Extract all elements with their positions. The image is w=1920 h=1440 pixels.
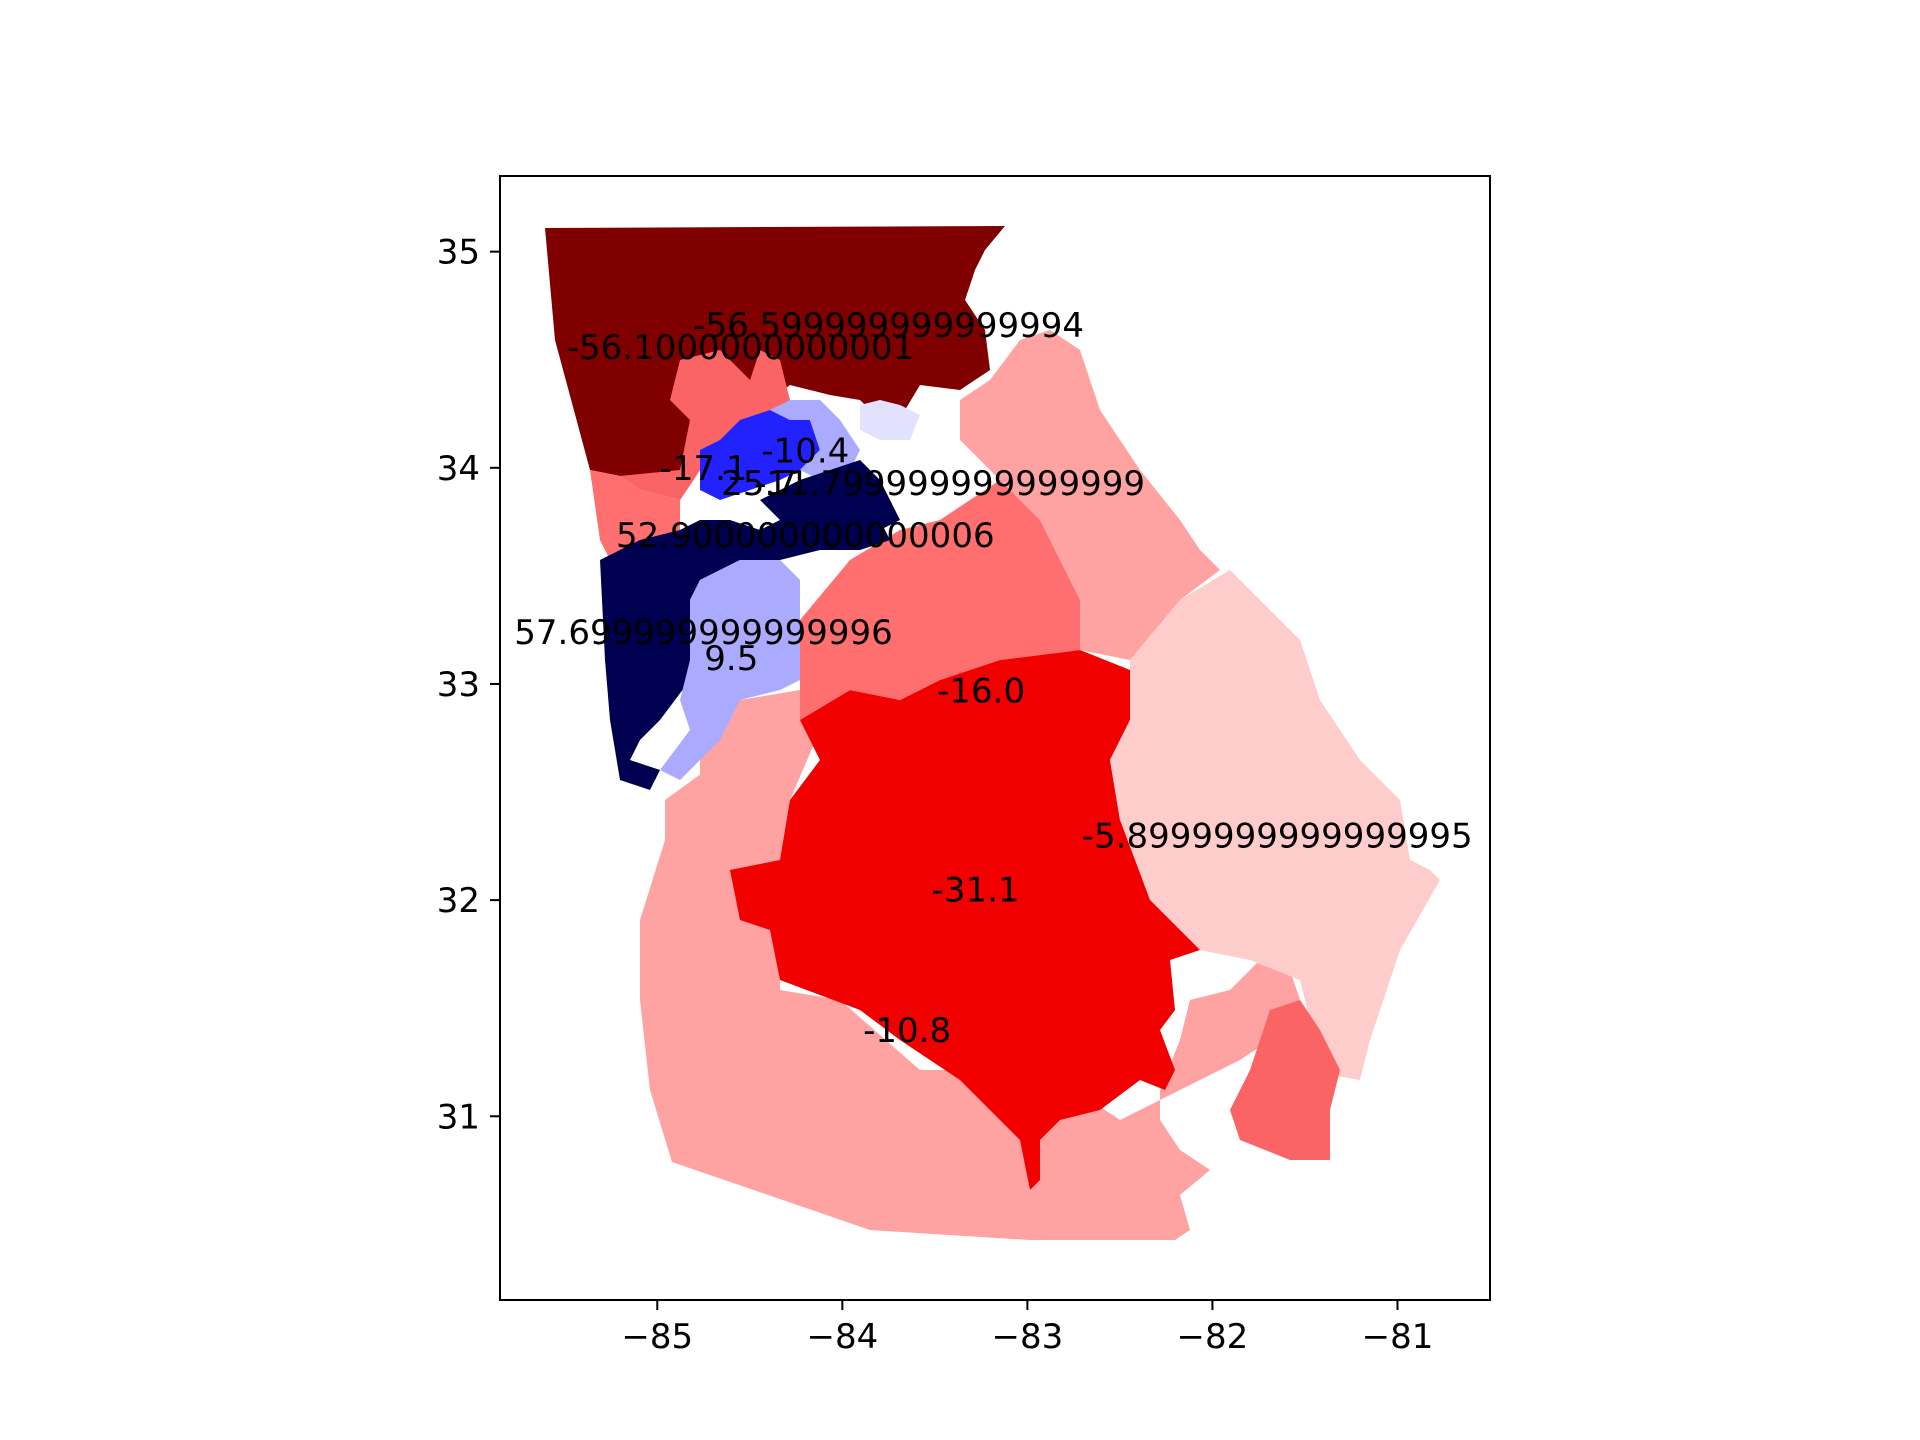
district-central-red [730,650,1200,1190]
y-axis: 35 34 33 32 31 [437,233,500,1137]
district-label-d14: -56.599999999999994 [693,306,1084,346]
x-tick-label: −82 [1177,1317,1249,1357]
district-label-d5: 52.900000000000006 [616,516,995,556]
district-label-d2: -10.8 [863,1011,951,1051]
y-tick-label: 31 [437,1097,480,1137]
x-tick-label: −81 [1362,1317,1434,1357]
district-east-very-pale [1110,570,1440,1080]
district-label-d11: -17.1 [660,449,748,489]
district-label-d13: 57.699999999999996 [514,613,893,653]
district-atlanta-navy [760,460,900,530]
axes-frame [499,175,1491,1301]
district-label-d10: -11.799999999999999 [754,464,1145,504]
district-label-d8: -16.0 [937,671,1025,711]
y-tick-label: 34 [437,449,480,489]
district-labels: -56.599999999999994-56.1000000000001 -17.… [514,306,1472,1051]
district-very-light-blue [860,400,920,440]
district-label-d3: 9.5 [704,639,758,679]
district-label-d6: -10.4 [761,432,849,472]
district-label-d4: 25.7 [721,464,797,504]
y-tick-label: 35 [437,233,480,273]
x-tick-label: −83 [992,1317,1064,1357]
x-axis: −85 −84 −83 −82 −81 [621,1300,1433,1357]
y-tick-label: 33 [437,665,480,705]
district-west-navy [600,510,890,790]
district-atlanta-light-blue [770,400,860,480]
x-tick-label: −85 [621,1317,693,1357]
district-southeast-salmon [1230,1000,1340,1160]
district-north-pale [620,350,790,500]
district-central-light-red [800,480,1080,720]
y-tick-label: 32 [437,881,480,921]
district-atlanta-blue [700,410,820,500]
district-polygons [545,226,1440,1240]
district-northeast [960,330,1220,660]
district-label-d1: -31.1 [932,870,1020,910]
district-label-d9: -56.1000000000001 [567,328,915,368]
x-tick-label: −84 [806,1317,878,1357]
district-west-light-blue [660,560,800,780]
district-label-d12: -5.8999999999999995 [1082,816,1473,856]
